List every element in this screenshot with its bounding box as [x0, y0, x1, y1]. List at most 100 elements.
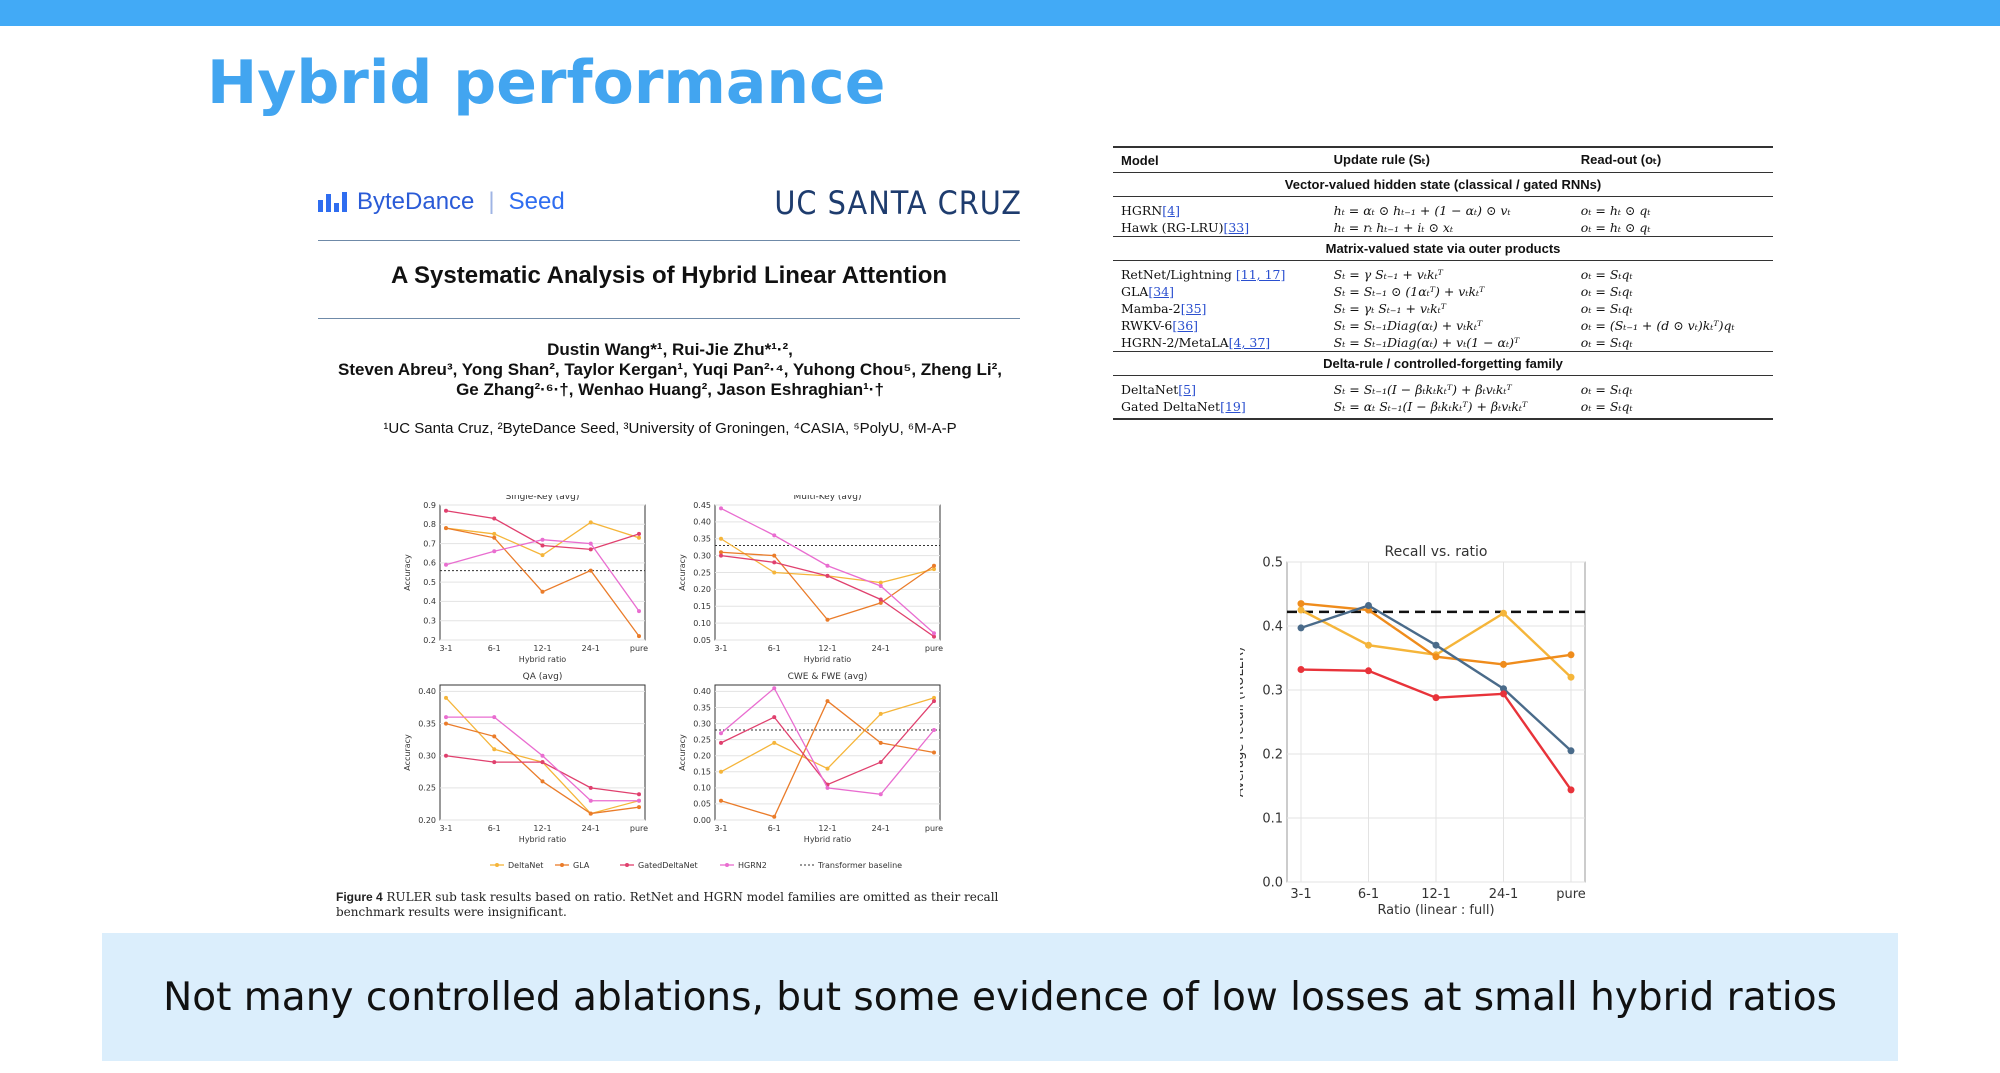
table-header-readout: Read-out (oₜ) — [1572, 146, 1773, 173]
x-tick-label: pure — [630, 824, 648, 833]
x-axis-label: Hybrid ratio — [519, 835, 567, 844]
update-rule-cell: Sₜ = αₜ Sₜ₋₁(I − βₜkₜkₜᵀ) + βₜvₜkₜᵀ — [1325, 398, 1573, 420]
citation-link[interactable]: [34] — [1148, 284, 1174, 299]
model-name-cell: RWKV-6[36] — [1113, 317, 1326, 334]
data-point — [540, 589, 545, 594]
data-point — [932, 750, 936, 755]
subplot-title: Single-Key (avg) — [506, 495, 580, 502]
x-tick-label: 6-1 — [488, 824, 501, 833]
y-axis-label: Accuracy — [678, 554, 687, 591]
data-point — [1432, 694, 1440, 702]
y-tick-label: 0.10 — [693, 784, 711, 793]
table-row: DeltaNet[5] Sₜ = Sₜ₋₁(I − βₜkₜkₜᵀ) + βₜvₜ… — [1113, 376, 1773, 399]
y-tick-label: 0.45 — [693, 501, 711, 510]
model-name-cell: GLA[34] — [1113, 283, 1326, 300]
y-tick-label: 0.2 — [423, 636, 436, 645]
citation-link[interactable]: [33] — [1223, 220, 1250, 235]
y-tick-label: 0.00 — [693, 816, 711, 825]
data-point — [1365, 667, 1372, 675]
table-row: RetNet/Lightning [11, 17] Sₜ = γ Sₜ₋₁ + v… — [1113, 261, 1773, 284]
data-point — [772, 553, 777, 558]
data-point — [492, 715, 497, 720]
model-name-cell: Hawk (RG-LRU)[33] — [1113, 219, 1326, 237]
bytedance-bars-icon — [318, 192, 347, 212]
table-row: HGRN[4] hₜ = αₜ ⊙ hₜ₋₁ + (1 − αₜ) ⊙ vₜ oₜ … — [1113, 197, 1773, 220]
readout-cell: oₜ = hₜ ⊙ qₜ — [1580, 220, 1651, 235]
citation-link[interactable]: [19] — [1220, 399, 1246, 414]
subplot-3: 0.00 0.05 0.10 0.15 0.20 0.25 0.30 0.35 0.40 3-1 6… — [678, 672, 943, 844]
y-tick-label: 0.6 — [423, 559, 436, 568]
y-tick-label: 0.3 — [423, 617, 436, 626]
paper-title: A Systematic Analysis of Hybrid Linear A… — [390, 262, 948, 289]
y-tick-label: 0.0 — [1262, 876, 1283, 891]
legend-label: HGRN2 — [738, 861, 767, 870]
legend-label: Transformer baseline — [817, 861, 902, 870]
series-line — [720, 554, 935, 638]
y-tick-label: 0.8 — [423, 520, 436, 529]
y-tick-label: 0.5 — [1262, 556, 1283, 571]
y-tick-label: 0.1 — [1262, 812, 1283, 827]
data-point — [588, 547, 593, 552]
citation-link[interactable]: [35] — [1180, 301, 1207, 316]
y-tick-label: 0.25 — [693, 735, 711, 744]
citation-link[interactable]: [5] — [1178, 382, 1196, 397]
model-name: GLA — [1121, 284, 1149, 299]
update-rule-cell: Sₜ = Sₜ₋₁(I − βₜkₜkₜᵀ) + βₜvₜkₜᵀ — [1333, 382, 1512, 397]
y-axis-label: Average recall (RULER) — [1240, 647, 1247, 797]
x-tick-label: 12-1 — [533, 644, 551, 653]
x-tick-label: 12-1 — [818, 824, 836, 833]
update-rule-cell: Sₜ = Sₜ₋₁Diag(αₜ) + vₜ(1 − αₜ)ᵀ — [1333, 335, 1520, 350]
data-point — [719, 740, 723, 745]
data-point — [1432, 641, 1440, 649]
subplot-title: Recall vs. ratio — [1385, 544, 1488, 560]
x-tick-label: 24-1 — [1489, 887, 1519, 902]
y-tick-label: 0.9 — [423, 501, 436, 510]
x-tick-label: pure — [630, 644, 648, 653]
data-point — [588, 798, 593, 803]
x-tick-label: 3-1 — [439, 824, 452, 833]
data-point — [878, 740, 883, 745]
data-point — [719, 798, 723, 803]
table-row: RWKV-6[36] Sₜ = Sₜ₋₁Diag(αₜ) + vₜkₜᵀ oₜ = … — [1113, 317, 1773, 334]
table-section-header: Vector-valued hidden state (classical / … — [1113, 172, 1773, 197]
citation-link[interactable]: [11, 17] — [1235, 267, 1286, 282]
x-tick-label: 24-1 — [582, 644, 600, 653]
recall-vs-ratio-chart: 0.0 0.1 0.2 0.3 0.4 0.5 3-1 6-1 12-1 24-1 pure Reca… — [1240, 544, 1586, 918]
x-tick-label: 6-1 — [768, 824, 781, 833]
citation-link[interactable]: [36] — [1172, 318, 1199, 333]
y-tick-label: 0.25 — [693, 568, 711, 577]
model-name: Mamba-2 — [1121, 301, 1181, 316]
readout-cell: oₜ = Sₜqₜ — [1580, 267, 1633, 282]
y-tick-label: 0.3 — [1262, 684, 1283, 699]
figure-caption: Figure 4 RULER sub task results based on… — [336, 890, 1036, 920]
citation-link[interactable]: [4, 37] — [1228, 335, 1271, 350]
data-point — [878, 584, 883, 588]
data-point — [588, 568, 593, 573]
legend-marker — [725, 863, 729, 867]
y-tick-label: 0.40 — [418, 687, 436, 696]
data-point — [1567, 651, 1575, 659]
y-tick-label: 0.5 — [423, 578, 436, 587]
x-axis-label: Hybrid ratio — [519, 655, 567, 664]
table-header-model: Model — [1113, 146, 1326, 173]
logo-separator: | — [488, 188, 495, 215]
data-point — [772, 560, 777, 565]
subplot-1: 0.05 0.10 0.15 0.20 0.25 0.30 0.35 0.40 0.45 3-1 6… — [678, 495, 943, 664]
data-point — [825, 573, 830, 578]
data-point — [540, 543, 545, 548]
readout-cell: oₜ = Sₜqₜ — [1580, 301, 1633, 316]
data-point — [1567, 673, 1575, 681]
data-point — [444, 526, 448, 531]
data-point — [825, 563, 830, 568]
data-point — [444, 508, 448, 513]
update-rule-cell: Sₜ = γ Sₜ₋₁ + vₜkₜᵀ — [1333, 267, 1443, 282]
model-update-rule-table: Model Update rule (Sₜ) Read-out (oₜ) Vec… — [1113, 146, 1773, 420]
x-tick-label: 3-1 — [714, 644, 727, 653]
model-name: HGRN — [1121, 203, 1163, 218]
citation-link[interactable]: [4] — [1162, 203, 1180, 218]
data-point — [772, 715, 777, 720]
y-tick-label: 0.30 — [693, 719, 711, 728]
data-point — [719, 550, 723, 555]
subplot-title: QA (avg) — [523, 672, 563, 682]
data-point — [540, 753, 545, 758]
